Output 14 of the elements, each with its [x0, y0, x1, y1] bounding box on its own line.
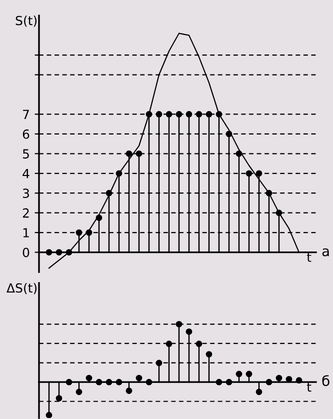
- y-tick-label: 4: [22, 169, 30, 178]
- y-tick-label: 1: [23, 228, 29, 238]
- y-axis-title: S(t): [16, 16, 37, 27]
- text: а: [322, 248, 329, 256]
- y-axis-title: ΔS(t): [6, 283, 37, 294]
- y-tick-label: 3: [22, 188, 29, 198]
- x-axis-title: t: [306, 382, 312, 392]
- text: б: [322, 375, 330, 386]
- y-tick-label: 7: [23, 110, 29, 119]
- y-tick-label: 6: [22, 129, 30, 139]
- y-tick-label: 2: [22, 208, 29, 218]
- y-tick-label: 5: [22, 149, 29, 159]
- x-axis-title: t: [306, 253, 312, 262]
- y-tick-label: 0: [22, 248, 30, 258]
